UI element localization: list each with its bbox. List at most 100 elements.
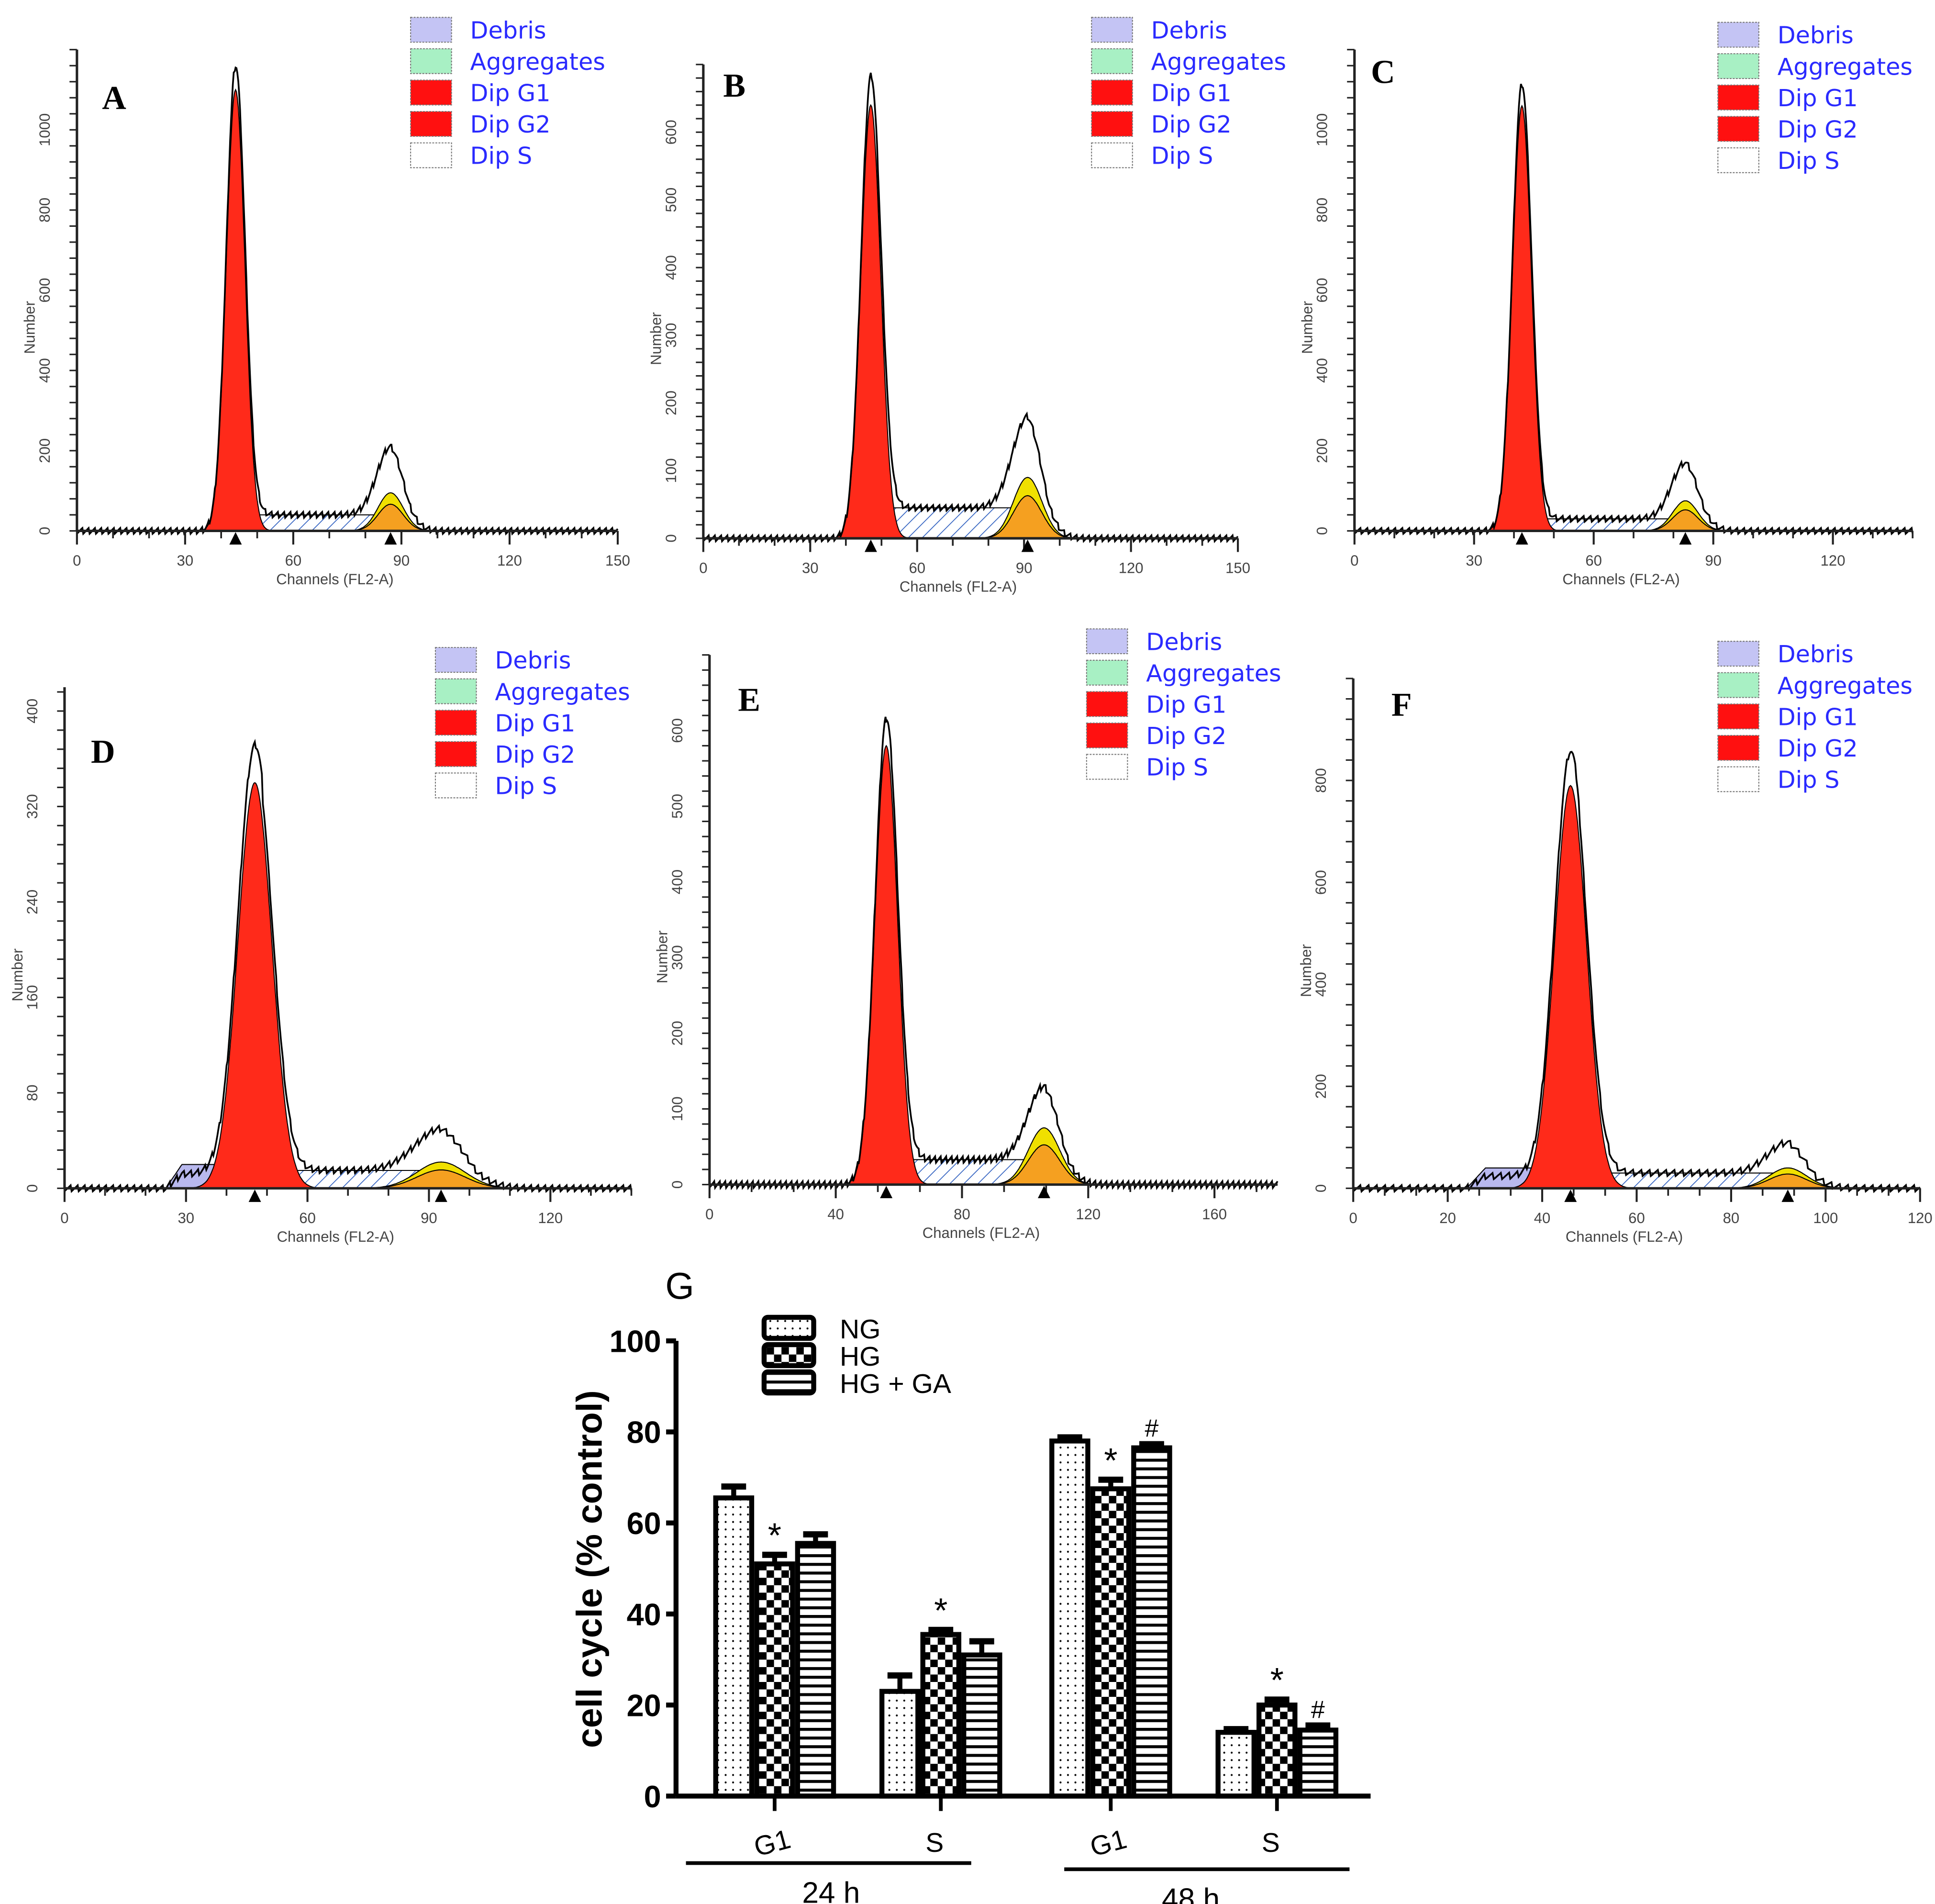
panel-label: C [1371, 54, 1395, 91]
x-tick-label: 30 [178, 1210, 194, 1226]
y-tick-label: 800 [1314, 198, 1331, 223]
category-label: S [925, 1827, 944, 1858]
y-tick-label: 300 [663, 323, 679, 348]
panel-label: G [665, 1266, 694, 1307]
legend-label: HG [840, 1341, 881, 1372]
legend: Debris Aggregates Dip G1 Dip G2 Dip S [1086, 628, 1281, 781]
x-axis-label: Channels (FL2-A) [1566, 1228, 1683, 1245]
panel-label: D [91, 734, 115, 770]
legend: Debris Aggregates Dip G1 Dip G2 Dip S [1717, 22, 1913, 175]
legend-label: Dip G2 [1151, 111, 1232, 138]
legend-swatch [1086, 628, 1128, 655]
y-tick-label: 600 [1314, 278, 1331, 303]
legend-swatch [410, 17, 452, 43]
legend-label: Dip G2 [1778, 735, 1858, 762]
significance-mark: * [768, 1516, 781, 1555]
histogram-panel-b: 0 30 60 90 120 150 0 100 200 300 400 500 600 Channels… [648, 16, 1286, 595]
legend-label: Aggregates [1778, 53, 1913, 80]
x-tick-label: 40 [1534, 1210, 1551, 1226]
peak-marker-icon [864, 539, 877, 552]
peak-marker-icon [248, 1189, 261, 1202]
legend-label: Debris [1151, 16, 1227, 44]
panel-label: E [738, 681, 760, 718]
group-label: 48 h [1162, 1882, 1220, 1904]
legend-swatch [1717, 22, 1759, 48]
legend-label: Dip S [1778, 766, 1840, 794]
legend-label: Debris [1778, 640, 1854, 668]
g1-peak-area [703, 104, 1238, 539]
y-tick-label: 400 [663, 255, 679, 280]
x-tick-label: 100 [1813, 1210, 1838, 1226]
legend-label: Aggregates [1778, 672, 1913, 700]
y-tick-label: 600 [36, 278, 53, 303]
legend-label: Dip G1 [1778, 84, 1858, 112]
significance-mark: * [934, 1592, 947, 1630]
y-tick-label: 800 [36, 198, 53, 223]
x-tick-label: 60 [299, 1210, 316, 1226]
y-axis-label: Number [654, 931, 671, 984]
histogram-panel-c: 0 30 60 90 120 0 200 400 600 800 1000 Channels (FL2… [1299, 22, 1914, 588]
bar [713, 1495, 755, 1799]
peak-marker-icon [1038, 1186, 1050, 1199]
x-tick-label: 0 [1350, 552, 1358, 569]
legend-swatch [1717, 766, 1759, 792]
y-tick-label: 0 [644, 1779, 661, 1814]
y-tick-label: 200 [36, 438, 53, 463]
legend-label: HG + GA [840, 1369, 951, 1399]
legend-swatch [1717, 735, 1759, 761]
y-tick-label: 300 [669, 945, 686, 970]
x-tick-label: 120 [497, 552, 522, 569]
y-tick-label: 80 [627, 1415, 661, 1450]
legend-label: Dip G2 [495, 741, 575, 768]
significance-mark: # [1311, 1695, 1325, 1723]
legend-label: Dip S [495, 772, 557, 800]
y-tick-label: 80 [24, 1085, 41, 1102]
y-tick-label: 200 [663, 390, 679, 415]
x-tick-label: 90 [393, 552, 410, 569]
legend: Debris Aggregates Dip G1 Dip G2 Dip S [1091, 16, 1286, 170]
data-outline [709, 716, 1279, 1191]
legend-label: Debris [1778, 22, 1854, 49]
y-tick-label: 200 [1312, 1074, 1329, 1099]
legend-label: Debris [1146, 628, 1222, 656]
y-axis-label: Number [648, 312, 665, 365]
panel-label: F [1391, 687, 1412, 724]
group-label: 24 h [802, 1876, 860, 1904]
legend-swatch [761, 1342, 816, 1369]
legend-label: Dip G1 [1146, 690, 1226, 718]
x-tick-label: 80 [1723, 1210, 1740, 1226]
x-tick-label: 20 [1439, 1210, 1456, 1226]
x-tick-label: 120 [1908, 1210, 1933, 1226]
x-tick-label: 150 [605, 552, 630, 569]
x-axis-label: Channels (FL2-A) [923, 1225, 1040, 1241]
legend-swatch [1717, 672, 1759, 698]
x-tick-label: 30 [802, 560, 819, 577]
y-tick-label: 600 [663, 120, 679, 145]
y-tick-label: 0 [1314, 527, 1331, 535]
x-axis-label: Channels (FL2-A) [276, 571, 393, 588]
y-tick-label: 0 [36, 527, 53, 535]
y-tick-label: 600 [669, 718, 686, 743]
peak-marker-icon [384, 532, 397, 545]
peak-marker-icon [880, 1186, 893, 1199]
x-tick-label: 30 [1466, 552, 1482, 569]
legend-label: Aggregates [1146, 659, 1281, 687]
legend-swatch [1717, 147, 1759, 173]
legend-swatch [410, 79, 452, 106]
peak-marker-icon [434, 1189, 447, 1202]
data-outline [64, 739, 633, 1193]
legend: Debris Aggregates Dip G1 Dip G2 Dip S [410, 16, 605, 170]
y-axis-label: Number [9, 948, 26, 1002]
s-phase-area [703, 507, 1238, 539]
y-tick-label: 0 [1312, 1184, 1329, 1192]
y-tick-label: 400 [24, 699, 41, 724]
x-tick-label: 160 [1202, 1206, 1227, 1223]
y-tick-label: 240 [24, 890, 41, 914]
x-tick-label: 0 [705, 1206, 713, 1223]
y-tick-label: 200 [1314, 438, 1331, 463]
g1-peak-area [1353, 785, 1920, 1189]
legend-label: NG [840, 1314, 881, 1345]
x-tick-label: 90 [421, 1210, 437, 1226]
x-tick-label: 40 [827, 1206, 844, 1223]
x-tick-label: 0 [60, 1210, 68, 1226]
